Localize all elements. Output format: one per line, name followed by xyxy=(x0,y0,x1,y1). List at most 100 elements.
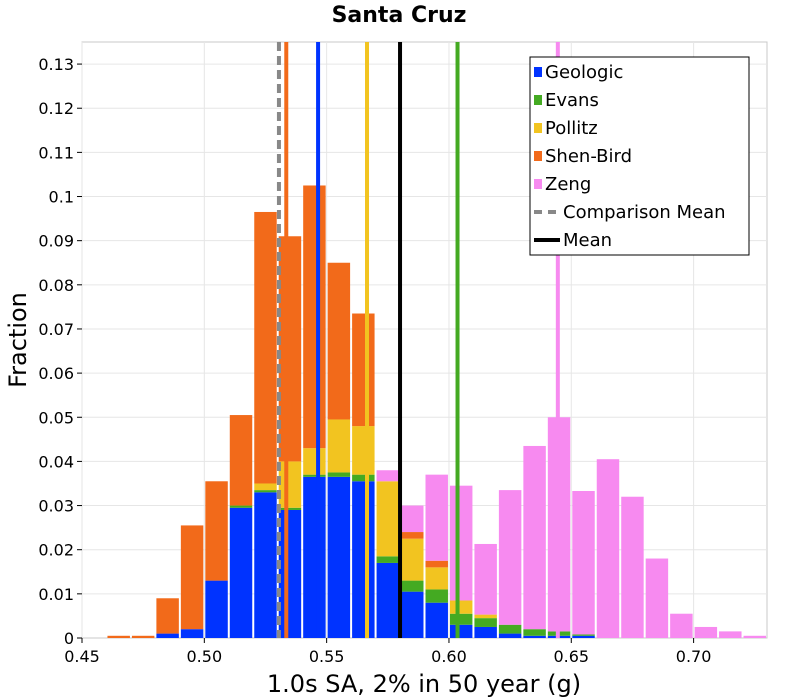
bar-pollitz-15 xyxy=(474,614,497,619)
bar-evans-11 xyxy=(376,556,400,563)
bar-shen-bird-6 xyxy=(254,211,277,484)
bar-evans-13 xyxy=(425,589,448,603)
legend-swatch-zeng xyxy=(534,179,542,189)
y-tick-label-5: 0.05 xyxy=(38,408,74,427)
bar-zeng-19 xyxy=(572,490,595,635)
bar-geologic-12 xyxy=(401,591,424,638)
bar-geologic-4 xyxy=(205,580,228,638)
bar-evans-7 xyxy=(278,507,302,510)
x-tick-label-5: 0.70 xyxy=(676,647,712,666)
bar-geologic-19 xyxy=(572,635,595,638)
bar-zeng-15 xyxy=(474,543,497,615)
chart-title: Santa Cruz xyxy=(332,3,467,28)
bar-geologic-11 xyxy=(376,562,400,638)
bar-evans-14 xyxy=(449,613,473,625)
bar-pollitz-10 xyxy=(352,426,375,475)
bar-shen-bird-12 xyxy=(401,532,424,539)
bar-geologic-14 xyxy=(449,624,473,638)
x-tick-label-2: 0.55 xyxy=(309,647,345,666)
bar-shen-bird-10 xyxy=(352,313,375,427)
bar-zeng-22 xyxy=(645,558,669,638)
legend-box xyxy=(529,56,750,256)
bar-shen-bird-5 xyxy=(229,415,253,506)
legend: Geologic Evans Pollitz Shen-Bird Zeng Compari… xyxy=(529,56,750,256)
bar-geologic-7 xyxy=(278,509,302,638)
legend-swatch-geologic xyxy=(534,67,542,77)
y-tick-label-12: 0.12 xyxy=(38,99,74,118)
y-axis: 0 0.01 0.02 0.03 0.04 0.05 0.06 0.07 0.08 0.09 0.1… xyxy=(38,55,82,648)
bar-evans-19 xyxy=(572,634,595,636)
legend-label-shen-bird: Shen-Bird xyxy=(545,146,632,167)
bar-shen-bird-13 xyxy=(425,560,448,568)
bar-evans-16 xyxy=(498,624,522,634)
bar-shen-bird-4 xyxy=(205,481,228,581)
bar-zeng-21 xyxy=(621,496,644,638)
bar-zeng-12 xyxy=(401,505,424,533)
legend-label-evans: Evans xyxy=(545,90,599,111)
bar-evans-12 xyxy=(401,580,424,592)
x-tick-label-0: 0.45 xyxy=(64,647,100,666)
bar-zeng-14 xyxy=(449,485,473,601)
bar-zeng-17 xyxy=(523,445,546,630)
y-tick-label-2: 0.02 xyxy=(38,541,74,560)
bar-pollitz-6 xyxy=(254,483,277,491)
bar-pollitz-14 xyxy=(449,600,473,614)
y-axis-label: Fraction xyxy=(4,292,32,388)
legend-label-pollitz: Pollitz xyxy=(545,118,598,139)
bar-geologic-9 xyxy=(327,476,351,638)
bar-geologic-13 xyxy=(425,602,448,638)
bar-geologic-10 xyxy=(352,481,375,638)
bar-evans-9 xyxy=(327,472,351,477)
y-tick-label-8: 0.08 xyxy=(38,276,74,295)
y-tick-label-1: 0.01 xyxy=(38,585,74,604)
x-tick-label-1: 0.50 xyxy=(187,647,223,666)
bar-geologic-16 xyxy=(498,633,522,638)
bar-geologic-15 xyxy=(474,626,497,638)
bar-shen-bird-8 xyxy=(303,185,326,449)
x-tick-label-3: 0.60 xyxy=(431,647,467,666)
x-tick-label-4: 0.65 xyxy=(553,647,589,666)
bar-pollitz-7 xyxy=(278,461,302,508)
y-tick-label-7: 0.07 xyxy=(38,320,74,339)
bar-shen-bird-3 xyxy=(180,525,204,630)
y-tick-label-11: 0.11 xyxy=(38,143,74,162)
bar-geologic-3 xyxy=(180,629,204,638)
legend-label-geologic: Geologic xyxy=(545,62,623,83)
bar-zeng-13 xyxy=(425,474,448,561)
bar-shen-bird-1 xyxy=(131,635,155,638)
y-tick-label-10: 0.1 xyxy=(49,188,74,207)
y-tick-label-6: 0.06 xyxy=(38,364,74,383)
bar-pollitz-8 xyxy=(303,448,326,475)
bar-zeng-25 xyxy=(719,631,742,638)
bar-evans-10 xyxy=(352,474,375,482)
bar-pollitz-11 xyxy=(376,481,400,557)
bar-geologic-2 xyxy=(156,633,179,638)
bar-evans-6 xyxy=(254,490,277,493)
bar-zeng-11 xyxy=(376,470,400,482)
legend-label-comparison-mean: Comparison Mean xyxy=(563,202,726,223)
legend-swatch-shen-bird xyxy=(534,151,542,161)
bar-zeng-16 xyxy=(498,490,522,625)
bar-evans-15 xyxy=(474,618,497,627)
bar-zeng-20 xyxy=(596,459,620,638)
bar-evans-8 xyxy=(303,474,326,477)
bar-shen-bird-7 xyxy=(278,236,302,462)
bar-pollitz-13 xyxy=(425,567,448,590)
bar-geologic-17 xyxy=(523,635,546,638)
bar-shen-bird-0 xyxy=(107,635,130,638)
bar-evans-5 xyxy=(229,505,253,508)
y-tick-label-9: 0.09 xyxy=(38,232,74,251)
y-tick-label-13: 0.13 xyxy=(38,55,74,74)
bar-pollitz-12 xyxy=(401,538,424,581)
bar-zeng-23 xyxy=(670,613,693,638)
bar-evans-17 xyxy=(523,629,546,636)
legend-swatch-pollitz xyxy=(534,123,542,133)
legend-label-zeng: Zeng xyxy=(545,174,591,195)
bar-shen-bird-9 xyxy=(327,262,351,420)
x-axis-label: 1.0s SA, 2% in 50 year (g) xyxy=(267,670,581,698)
y-tick-label-3: 0.03 xyxy=(38,497,74,516)
legend-swatch-evans xyxy=(534,95,542,105)
bar-geologic-5 xyxy=(229,507,253,638)
bar-shen-bird-2 xyxy=(156,598,179,634)
